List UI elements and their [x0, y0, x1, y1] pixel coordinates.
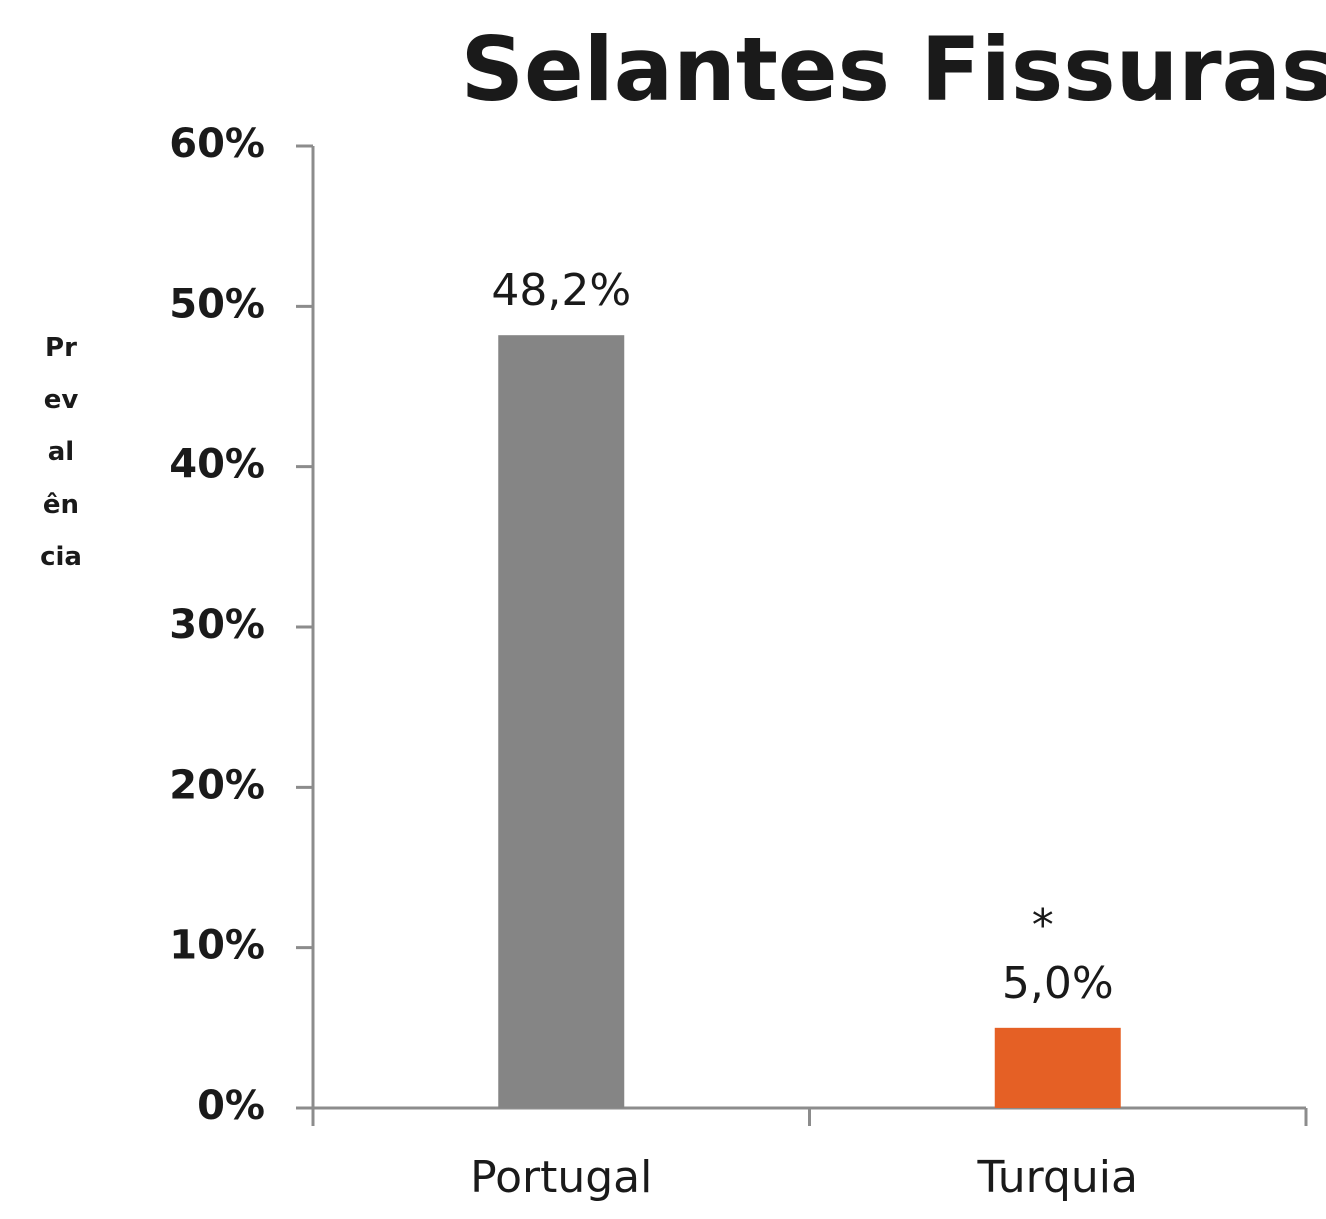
y-tick-label: 30%	[169, 602, 265, 648]
bar	[498, 335, 625, 1108]
y-tick-label: 20%	[169, 762, 265, 808]
y-tick-label: 60%	[169, 121, 265, 167]
y-tick-label: 40%	[169, 442, 265, 488]
chart-title: Selantes Fissuras	[461, 18, 1326, 121]
value-label: 48,2%	[491, 265, 631, 316]
y-tick-label: 0%	[197, 1083, 265, 1129]
y-tick-label: 10%	[169, 923, 265, 969]
y-tick-label: 50%	[169, 281, 265, 327]
x-tick-label: Turquia	[977, 1152, 1138, 1203]
bar	[994, 1027, 1121, 1108]
x-tick-label: Portugal	[470, 1152, 652, 1203]
value-label: 5,0%	[1002, 958, 1114, 1009]
annotation: *	[1032, 900, 1054, 951]
y-axis-label: Prevalência	[40, 333, 82, 572]
